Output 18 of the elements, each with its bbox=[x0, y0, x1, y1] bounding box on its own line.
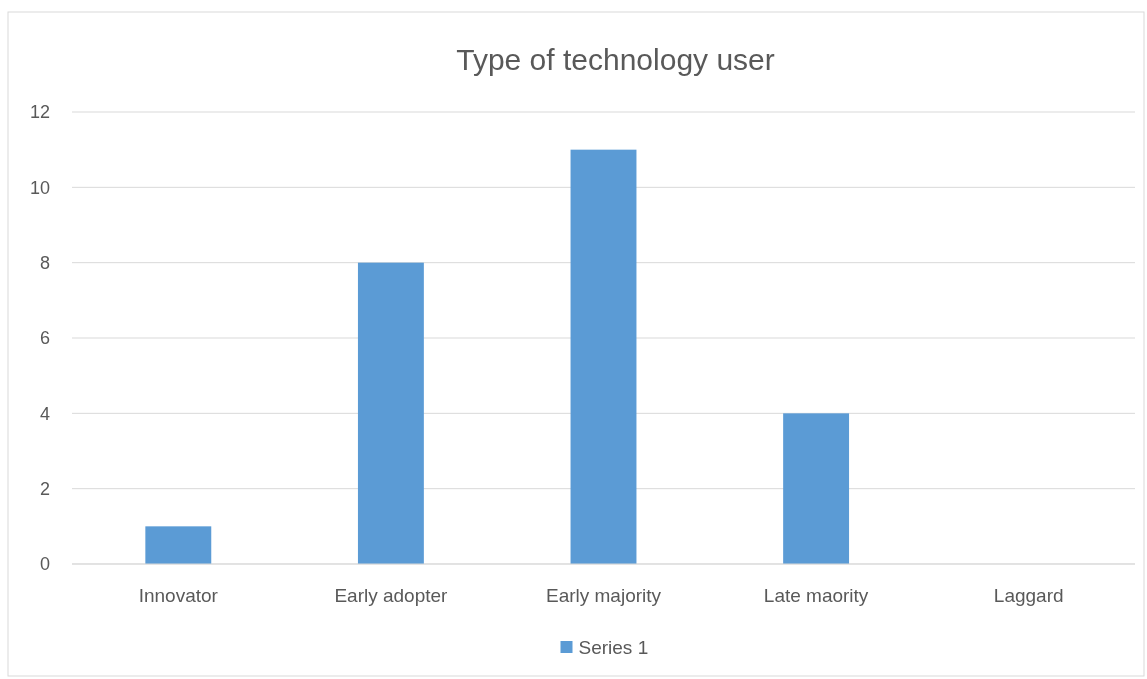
bar bbox=[783, 413, 850, 564]
chart-title: Type of technology user bbox=[456, 43, 775, 76]
y-tick-label: 0 bbox=[39, 554, 50, 575]
y-tick-label: 4 bbox=[39, 403, 50, 424]
y-tick-label: 10 bbox=[29, 177, 50, 198]
x-tick-label: Early adopter bbox=[334, 584, 449, 606]
bar bbox=[570, 149, 637, 564]
y-tick-label: 2 bbox=[39, 478, 50, 499]
x-tick-label: Early majority bbox=[545, 584, 662, 606]
x-tick-label: Innovator bbox=[138, 584, 219, 606]
x-tick-label: Late maority bbox=[763, 584, 869, 606]
y-tick-label: 6 bbox=[39, 328, 50, 349]
bar bbox=[145, 526, 212, 564]
bar bbox=[357, 262, 424, 564]
y-tick-label: 8 bbox=[39, 252, 50, 273]
legend-label: Series 1 bbox=[578, 636, 649, 658]
y-tick-label: 12 bbox=[29, 102, 50, 123]
x-tick-label: Laggard bbox=[993, 584, 1064, 606]
